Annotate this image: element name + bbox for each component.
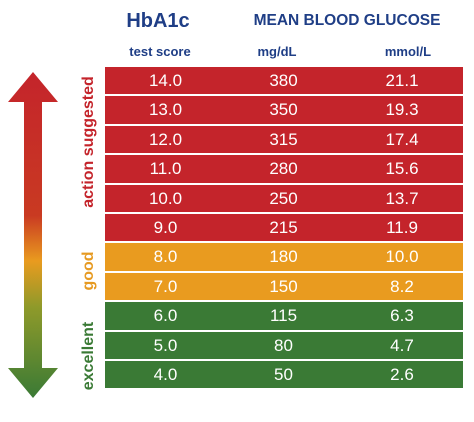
table-row: 6.0 115 6.3 — [105, 302, 463, 330]
table-row: 4.0 50 2.6 — [105, 360, 463, 389]
mgdl-value: 250 — [269, 188, 298, 208]
mmol-value: 21.1 — [385, 71, 419, 90]
hba1c-value: 9.0 — [153, 217, 178, 237]
mgdl-value: 50 — [274, 364, 293, 384]
arrow-shape — [8, 72, 58, 398]
table-row: 10.0 250 13.7 — [105, 184, 463, 212]
table-row: 11.0 280 15.6 — [105, 155, 463, 183]
hba1c-value: 7.0 — [153, 276, 178, 296]
mean-blood-glucose-title: MEAN BLOOD GLUCOSE — [253, 12, 441, 29]
mgdl-value: 350 — [269, 100, 298, 120]
mmol-value: 17.4 — [385, 129, 419, 149]
hba1c-value: 12.0 — [148, 129, 183, 149]
mgdl-value: 180 — [269, 247, 298, 267]
double-arrow-icon — [8, 72, 58, 398]
mgdl-value: 115 — [269, 306, 298, 326]
hba1c-value: 10.0 — [148, 188, 183, 208]
hba1c-value: 6.0 — [153, 306, 178, 326]
glucose-table: 14.0 380 21.1 13.0 350 19.3 12.0 315 17.4 11.0 280… — [105, 67, 463, 390]
mmol-value: 15.6 — [385, 159, 419, 179]
mmol-value: 13.7 — [385, 188, 419, 208]
mgdl-value: 150 — [269, 276, 298, 296]
hba1c-value: 4.0 — [153, 364, 178, 384]
mmol-value: 6.3 — [390, 306, 414, 326]
hba1c-value: 11.0 — [149, 159, 182, 179]
hba1c-title: HbA1c — [126, 10, 190, 32]
column-header-mgdl: mg/dL — [257, 44, 297, 59]
hba1c-value: 14.0 — [148, 71, 183, 90]
mmol-value: 11.9 — [386, 217, 418, 237]
hba1c-value: 5.0 — [153, 335, 178, 355]
table-row: 7.0 150 8.2 — [105, 272, 463, 301]
mmol-value: 19.3 — [385, 100, 419, 120]
mmol-value: 4.7 — [390, 335, 414, 355]
zone-label-excellent: excellent — [80, 321, 97, 391]
table-row: 12.0 315 17.4 — [105, 125, 463, 154]
mgdl-value: 315 — [269, 129, 298, 149]
hba1c-value: 13.0 — [148, 100, 183, 120]
column-header-test-score: test score — [129, 44, 191, 59]
zone-label-good: good — [80, 251, 97, 291]
mmol-value: 10.0 — [385, 247, 419, 267]
table-row: 13.0 350 19.3 — [105, 96, 463, 124]
zone-label-action-suggested: action suggested — [80, 76, 97, 208]
hba1c-value: 8.0 — [153, 247, 178, 267]
mgdl-value: 80 — [274, 335, 293, 355]
mgdl-value: 380 — [269, 71, 298, 90]
mgdl-value: 215 — [269, 217, 298, 237]
mmol-value: 2.6 — [390, 364, 414, 384]
table-row: 5.0 80 4.7 — [105, 331, 463, 359]
column-header-mmol: mmol/L — [384, 44, 432, 59]
table-row: 14.0 380 21.1 — [105, 67, 463, 95]
table-row: 8.0 180 10.0 — [105, 243, 463, 271]
table-row: 9.0 215 11.9 — [105, 213, 463, 242]
mmol-value: 8.2 — [390, 276, 414, 296]
mgdl-value: 280 — [269, 159, 298, 179]
